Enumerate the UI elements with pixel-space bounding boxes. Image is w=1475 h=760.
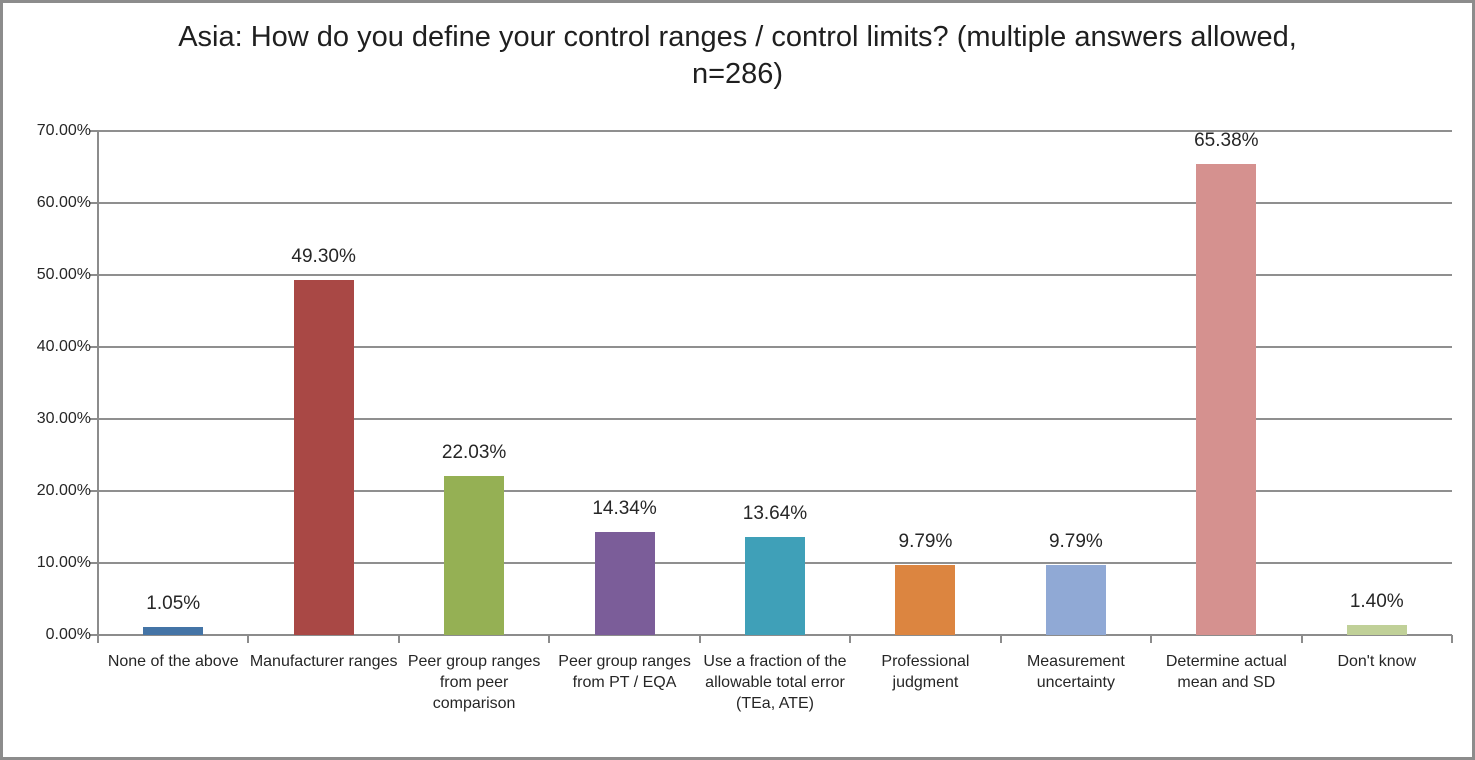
bar-value-label: 1.05%: [146, 593, 201, 615]
y-axis-tick: [90, 130, 98, 132]
bar-value-label: 13.64%: [742, 502, 808, 524]
bar: [444, 476, 505, 635]
x-axis-category-label: Don't know: [1337, 653, 1417, 670]
x-axis-tick: [1451, 635, 1453, 643]
x-axis-tick: [999, 635, 1002, 643]
y-axis-tick: [90, 634, 98, 636]
x-axis-category-label: Manufacturer ranges: [249, 653, 398, 670]
y-axis-line: [97, 131, 99, 643]
x-axis-category-label: Professional judgment: [881, 653, 970, 691]
y-axis-tick-label: 40.00%: [36, 338, 91, 355]
x-axis-tick: [698, 635, 701, 643]
bar: [745, 536, 805, 635]
x-axis-tick: [247, 635, 250, 643]
x-axis-category-label: Peer group ranges from PT / EQA: [558, 653, 691, 691]
y-gridline: [98, 202, 1452, 204]
bar: [895, 564, 956, 635]
bar: [1346, 624, 1407, 635]
bar: [594, 531, 655, 635]
bar: [293, 280, 354, 635]
y-axis-tick: [90, 562, 98, 564]
chart-title-text: Asia: How do you define your control ran…: [178, 21, 1297, 91]
y-axis-tick: [90, 418, 98, 420]
bar-value-label: 65.38%: [1194, 130, 1259, 152]
x-axis-category-label: Peer group ranges from peer comparison: [407, 653, 541, 712]
bar-value-label: 1.40%: [1349, 590, 1404, 612]
x-axis-tick: [397, 635, 400, 643]
y-gridline: [98, 346, 1452, 348]
x-axis-category-label: Use a fraction of the allowable total er…: [703, 653, 847, 712]
x-axis-category-label: None of the above: [107, 653, 239, 670]
bar: [1196, 164, 1257, 635]
y-axis-tick-label: 0.00%: [45, 626, 91, 643]
y-gridline: [98, 490, 1452, 492]
y-axis-tick-label: 60.00%: [36, 194, 91, 211]
x-axis-tick: [1150, 635, 1153, 643]
bar: [143, 627, 204, 635]
x-axis-category-label: Measurement uncertainty: [1026, 653, 1125, 691]
x-axis-tick: [1300, 635, 1303, 643]
y-axis-tick: [90, 346, 98, 348]
y-gridline: [98, 130, 1452, 132]
x-axis-category-label: Determine actual mean and SD: [1165, 653, 1287, 691]
y-axis-tick-label: 50.00%: [36, 266, 91, 283]
y-axis-tick: [90, 490, 98, 492]
bar-value-label: 9.79%: [1048, 530, 1103, 552]
chart-title: Asia: How do you define your control ran…: [3, 19, 1472, 93]
y-gridline: [98, 418, 1452, 420]
x-axis-tick: [548, 635, 551, 643]
y-axis-tick: [90, 202, 98, 204]
bar-value-label: 49.30%: [291, 246, 356, 268]
x-axis-line: [98, 634, 1452, 636]
y-axis-tick-label: 70.00%: [36, 122, 91, 139]
y-gridline: [98, 274, 1452, 276]
y-axis-tick-label: 10.00%: [36, 554, 91, 571]
bar-value-label: 22.03%: [441, 442, 507, 464]
bar: [1045, 564, 1106, 635]
y-axis-tick-label: 20.00%: [36, 482, 91, 499]
bar-value-label: 14.34%: [592, 497, 657, 519]
bar-value-label: 9.79%: [898, 530, 953, 552]
y-axis-tick-label: 30.00%: [36, 410, 91, 427]
y-axis-tick: [90, 274, 98, 276]
x-axis-tick: [849, 635, 852, 643]
